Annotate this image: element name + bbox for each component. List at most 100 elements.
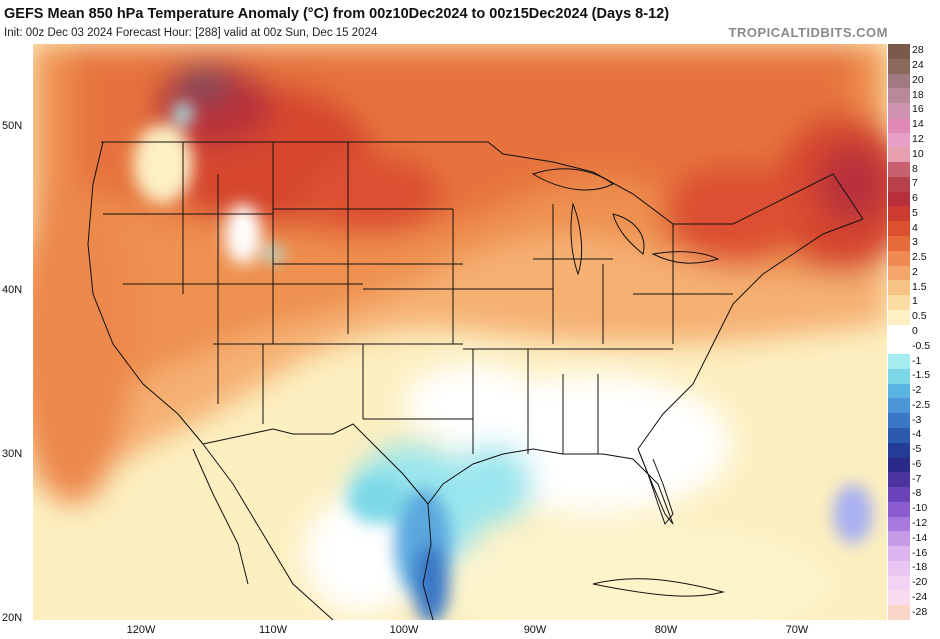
colorbar-label: 0 [912,325,918,337]
lat-label-50n: 50N [2,120,23,132]
colorbar-swatch [888,560,910,577]
colorbar-swatch [888,590,910,606]
colorbar-label: -8 [912,487,922,500]
colorbar-swatch [888,191,910,207]
cold-core [133,102,873,620]
gulf-coastline [427,448,674,525]
lon-label-100w: 100W [389,624,419,636]
us-canada-border [101,141,864,225]
colorbar-swatch [888,575,910,591]
colorbar-label: 14 [912,118,924,131]
colorbar-label: -12 [912,517,928,529]
atlantic-coastline [637,218,864,450]
colorbar-swatch [888,236,910,252]
colorbar-label: 8 [912,162,918,175]
colorbar-label: 7 [912,177,918,190]
colorbar-label: -24 [912,590,928,603]
colorbar-label: 5 [912,206,918,219]
colorbar-label: 2.5 [912,251,927,264]
colorbar-label: -0.5 [912,339,931,352]
colorbar-swatch [888,250,910,267]
colorbar-swatch [888,221,910,237]
lon-label-90w: 90W [523,624,547,636]
colorbar-label: -16 [912,546,928,559]
baja-coast [192,448,249,585]
colorbar-label: 1.5 [912,280,927,293]
colorbar-label: 16 [912,103,924,116]
colorbar-swatch [888,442,910,459]
colorbar-swatch [888,280,910,296]
colorbar-label: -1 [912,354,922,367]
anomaly-map [33,44,887,620]
colorbar-swatch [888,147,910,163]
lon-label-70w: 70W [785,624,809,636]
longitude-axis: 120W 110W 100W 90W 80W 70W [33,620,887,639]
map-subtitle: Init: 00z Dec 03 2024 Forecast Hour: [28… [4,27,378,39]
colorbar-label: -14 [912,531,928,544]
colorbar-label: -10 [912,502,928,515]
colorbar-swatch [888,457,910,473]
lon-label-80w: 80W [654,624,678,636]
colorbar-swatch [888,368,910,385]
colorbar-swatch [888,546,910,562]
colorbar-swatch [888,605,910,621]
lat-label-30n: 30N [2,448,23,460]
colorbar-swatch [888,265,910,281]
lat-label-40n: 40N [2,284,23,296]
colorbar-swatch [888,339,910,355]
pacific-coastline [87,141,204,445]
colorbar-label: -3 [912,413,922,426]
colorbar-swatch [888,132,910,148]
map-title: GEFS Mean 850 hPa Temperature Anomaly (°… [4,6,670,22]
mexico-gulf-coast [422,503,434,620]
colorbar-swatch [888,176,910,193]
colorbar-swatch [888,117,910,134]
colorbar-swatch [888,428,910,444]
colorbar-label: 6 [912,192,918,205]
colorbar-swatch [888,295,910,311]
colorbar-swatch [888,516,910,532]
lat-label-20n: 20N [2,612,23,624]
colorbar-swatch [888,398,910,414]
colorbar-label: -1.5 [912,369,931,382]
colorbar-label: -6 [912,457,922,470]
lon-label-120w: 120W [126,624,156,636]
latitude-axis: 50N 40N 30N 20N [0,44,33,624]
map-borders [87,141,864,620]
colorbar-label: 10 [912,147,924,160]
colorbar [888,44,910,621]
colorbar-label: -5 [912,443,922,456]
mexico-pacific-coast [202,443,334,620]
colorbar-swatch [888,88,910,104]
colorbar-swatch [888,309,910,326]
colorbar-label: 12 [912,133,924,145]
colorbar-label: 0.5 [912,310,927,323]
colorbar-label: 4 [912,221,918,234]
colorbar-label: -2 [912,384,922,397]
colorbar-label: -28 [912,605,928,618]
brand-watermark: TROPICALTIDBITS.COM [728,25,888,40]
colorbar-label: 2 [912,265,918,278]
us-mexico-border [202,423,429,505]
colorbar-swatch [888,531,910,547]
colorbar-label: -20 [912,576,928,589]
colorbar-swatch [888,383,910,399]
colorbar-swatch [888,324,910,340]
colorbar-label: 18 [912,88,924,101]
colorbar-swatch [888,501,910,518]
colorbar-swatch [888,103,910,119]
colorbar-swatch [888,354,910,370]
colorbar-label: 3 [912,236,918,249]
colorbar-swatch [888,44,910,60]
colorbar-swatch [888,58,910,75]
colorbar-label: 28 [912,44,924,57]
colorbar-swatch [888,487,910,503]
colorbar-swatch [888,413,910,429]
colorbar-label: -18 [912,561,928,574]
colorbar-label: 24 [912,59,924,72]
colorbar-label: 1 [912,295,918,308]
colorbar-swatch [888,162,910,178]
colorbar-label: -4 [912,428,922,441]
colorbar-label: -7 [912,472,922,485]
colorbar-swatch [888,206,910,222]
